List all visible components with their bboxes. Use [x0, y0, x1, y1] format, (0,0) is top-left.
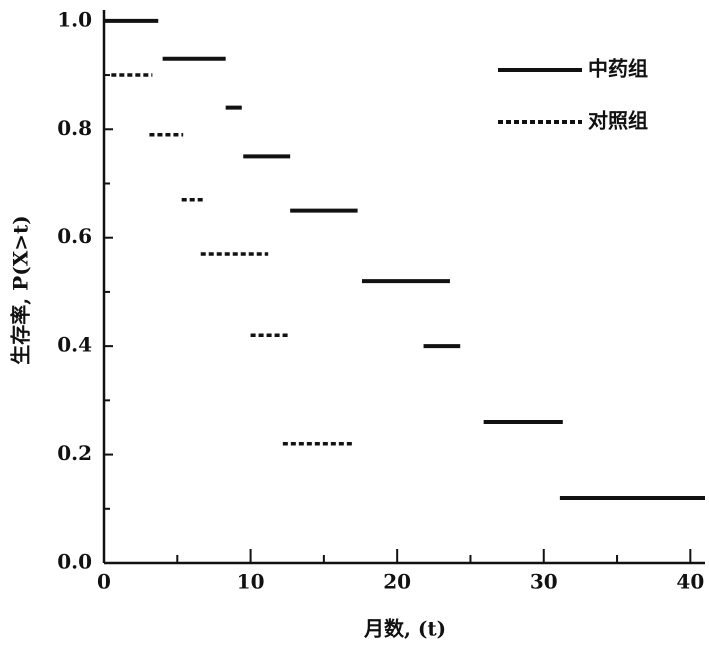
y-tick-label: 0.6	[57, 224, 92, 248]
x-tick-label: 0	[97, 570, 111, 594]
legend-label: 对照组	[588, 109, 648, 133]
legend-label: 中药组	[588, 57, 648, 81]
x-tick-label: 20	[383, 570, 411, 594]
x-tick-label: 30	[530, 570, 558, 594]
x-tick-label: 40	[676, 570, 704, 594]
y-tick-label: 0.8	[57, 116, 92, 140]
y-tick-label: 0.4	[57, 333, 92, 357]
x-axis-label: 月数, (t)	[363, 617, 446, 641]
y-tick-label: 0.0	[57, 550, 92, 574]
y-tick-label: 0.2	[57, 441, 92, 465]
x-tick-label: 10	[237, 570, 265, 594]
y-axis-label: 生存率, P(X>t)	[9, 215, 33, 364]
y-tick-label: 1.0	[57, 7, 92, 31]
